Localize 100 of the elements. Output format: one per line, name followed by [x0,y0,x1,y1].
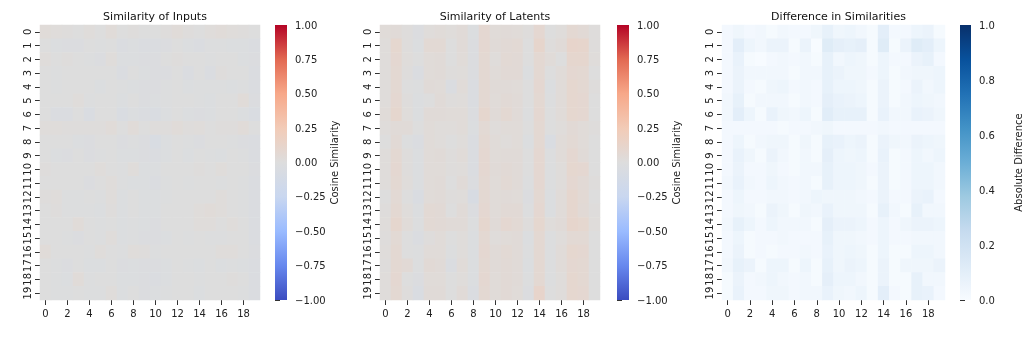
color-bar-title: Cosine Similarity [671,120,683,205]
y-tick-label: 15 [21,231,33,245]
y-tick-label: 7 [703,124,715,132]
color-bar-label: −0.75 [637,260,668,272]
y-tick-label: 16 [21,245,33,259]
x-tick-label: 8 [130,307,137,319]
y-tick-label: 5 [703,97,715,104]
x-tick-label: 12 [171,307,184,319]
y-tick-label: 16 [361,245,373,259]
y-tick-label: 11 [21,176,33,190]
x-tick-label: 0 [724,307,731,319]
x-tick-label: 2 [64,307,71,319]
color-bar-label: −0.50 [295,225,326,237]
y-tick-label: 18 [361,273,373,286]
color-bar-label: 0.8 [979,74,995,86]
chart-title: Difference in Similarities [771,10,907,23]
color-bar-label: 0.50 [637,88,660,100]
x-tick-label: 2 [404,307,411,319]
y-tick-label: 8 [361,138,373,146]
x-tick-label: 16 [215,307,228,319]
y-tick-label: 19 [21,286,33,300]
y-tick-label: 13 [361,204,373,217]
y-tick-label: 4 [703,83,715,91]
chart-title: Similarity of Latents [439,10,551,23]
color-bar-label: 1.00 [637,19,660,31]
y-tick-label: 1 [361,42,373,49]
y-tick-label: 6 [361,111,373,118]
y-tick-label: 12 [703,190,715,204]
color-bar-label: 0.75 [295,53,318,65]
y-tick-label: 14 [361,218,373,231]
y-tick-label: 5 [21,97,33,104]
color-bar-label: 0.25 [295,122,318,134]
y-tick-label: 2 [361,56,373,63]
y-tick-label: 19 [703,286,715,300]
y-tick-label: 8 [21,138,33,146]
y-tick-label: 0 [21,28,33,36]
x-tick-label: 0 [42,307,49,319]
color-bar-label: 0.50 [295,88,318,100]
y-tick-label: 2 [703,56,715,63]
y-tick-label: 15 [361,231,373,245]
y-tick-label: 0 [703,28,715,36]
color-bar-label: 0.0 [979,294,995,306]
y-tick-label: 3 [361,69,373,77]
color-bar-label: 0.25 [637,122,660,134]
y-tick-label: 9 [703,152,715,159]
y-tick-label: 7 [21,124,33,132]
x-tick-label: 14 [533,307,546,319]
color-bar-title: Absolute Difference [1012,113,1024,212]
x-tick-label: 18 [921,307,935,319]
y-tick-label: 2 [21,56,33,63]
x-tick-label: 2 [746,307,754,319]
color-bar-label: −0.25 [295,191,326,203]
y-tick-label: 18 [21,273,33,286]
x-tick-label: 8 [470,307,477,319]
y-tick-label: 3 [703,69,715,77]
y-tick-label: 11 [703,176,715,190]
color-bar-label: −0.75 [295,260,326,272]
color-bar-label: 1.0 [979,19,995,31]
x-tick-label: 10 [149,307,162,319]
x-tick-label: 18 [577,307,590,319]
x-tick-label: 10 [832,307,846,319]
y-tick-label: 1 [703,42,715,49]
y-tick-label: 10 [21,163,33,176]
x-tick-label: 6 [791,307,798,319]
y-tick-label: 10 [361,163,373,176]
color-bar-label: 1.00 [295,19,318,31]
y-tick-label: 9 [21,152,33,159]
color-bar-label: −1.00 [637,294,668,306]
x-tick-label: 10 [489,307,502,319]
y-tick-label: 14 [703,218,715,231]
y-tick-label: 17 [703,259,715,272]
y-tick-label: 8 [703,138,715,146]
y-tick-label: 14 [21,218,33,231]
y-tick-label: 17 [361,259,373,272]
y-tick-label: 19 [361,286,373,300]
y-tick-label: 9 [361,152,373,159]
x-tick-label: 12 [855,307,868,319]
y-tick-label: 17 [21,259,33,272]
y-tick-label: 11 [361,176,373,190]
color-bar-label: 0.00 [637,157,660,168]
x-tick-label: 6 [108,307,115,319]
y-tick-label: 6 [21,111,33,118]
y-tick-label: 4 [361,83,373,91]
x-tick-label: 4 [426,307,433,319]
color-bar-label: −0.25 [637,191,668,203]
y-tick-label: 0 [361,28,373,36]
x-tick-label: 14 [877,307,891,319]
color-bar-label: −0.50 [637,225,668,237]
x-tick-label: 16 [899,307,913,319]
y-tick-label: 13 [703,204,715,217]
chart-title: Similarity of Inputs [103,10,208,23]
color-bar-label: 0.00 [295,157,318,168]
x-tick-label: 14 [193,307,206,319]
x-tick-label: 6 [448,307,455,319]
x-tick-label: 12 [511,307,524,319]
x-tick-label: 0 [382,307,389,319]
color-bar-label: −1.00 [295,294,326,306]
y-tick-label: 4 [21,83,33,91]
color-bar-label: 0.75 [637,53,660,65]
y-tick-label: 5 [361,97,373,104]
